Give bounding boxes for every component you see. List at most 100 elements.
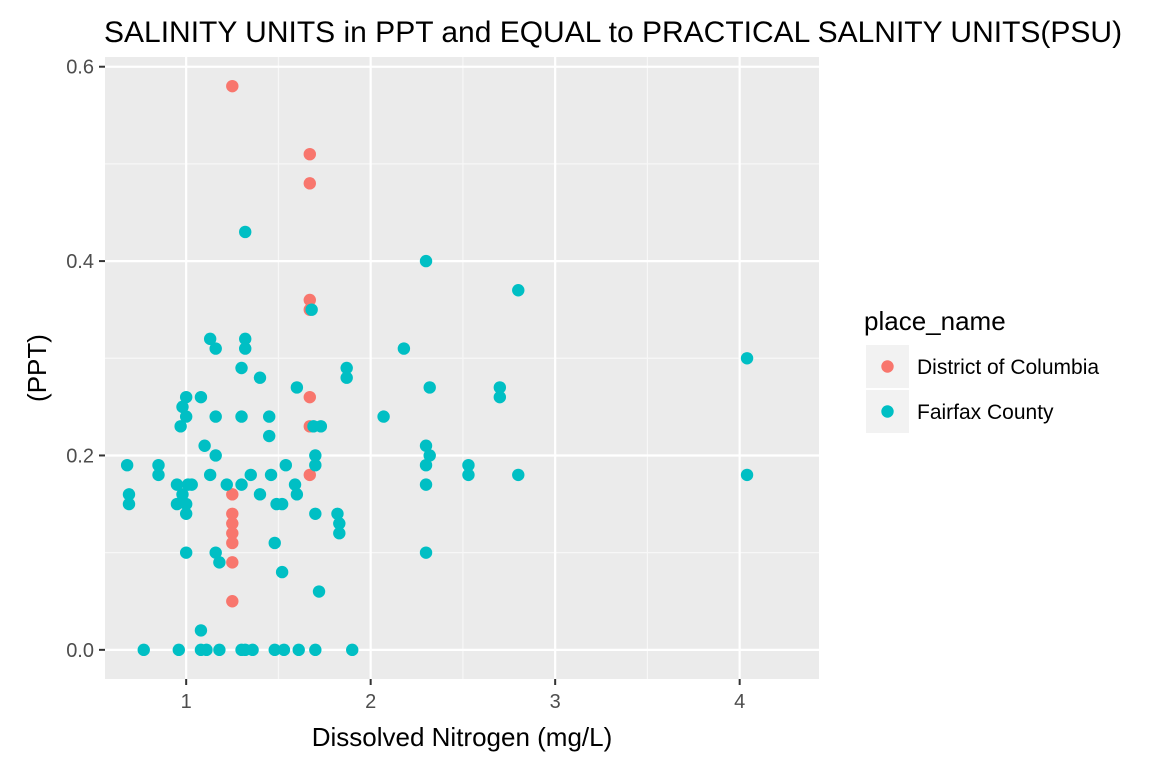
data-point bbox=[120, 458, 134, 472]
y-tick-label: 0.4 bbox=[66, 251, 94, 273]
data-point bbox=[203, 468, 217, 482]
data-points bbox=[120, 79, 754, 657]
data-point bbox=[174, 420, 187, 433]
legend-items: District of Columbia Fairfax County bbox=[866, 345, 1099, 433]
y-axis-title: (PPT) bbox=[22, 334, 52, 402]
legend-marker bbox=[881, 405, 894, 418]
data-point bbox=[179, 507, 193, 520]
data-point bbox=[194, 390, 208, 404]
data-point bbox=[170, 497, 184, 511]
data-point bbox=[462, 458, 475, 472]
data-point bbox=[279, 458, 293, 472]
data-point bbox=[290, 488, 304, 501]
data-point bbox=[288, 478, 302, 491]
legend-marker bbox=[881, 360, 894, 373]
data-point bbox=[264, 468, 278, 482]
data-point bbox=[122, 488, 136, 501]
data-point bbox=[122, 497, 136, 511]
data-point bbox=[226, 527, 239, 540]
data-point bbox=[235, 410, 248, 423]
data-point bbox=[303, 390, 316, 404]
y-tick-label: 0.0 bbox=[66, 640, 94, 662]
data-point bbox=[419, 546, 433, 559]
data-point bbox=[226, 79, 239, 93]
data-point bbox=[263, 410, 276, 423]
data-point bbox=[253, 371, 267, 384]
data-point bbox=[512, 468, 525, 482]
data-point bbox=[419, 478, 433, 491]
legend-label: District of Columbia bbox=[917, 356, 1099, 379]
data-point bbox=[170, 478, 184, 491]
data-point bbox=[419, 439, 433, 452]
data-point bbox=[137, 643, 150, 657]
data-point bbox=[200, 643, 213, 657]
data-point bbox=[226, 556, 239, 569]
data-point bbox=[303, 147, 316, 161]
data-point bbox=[423, 381, 436, 394]
x-tick-label: 4 bbox=[734, 691, 745, 713]
data-point bbox=[333, 517, 346, 530]
data-point bbox=[239, 225, 252, 239]
data-point bbox=[213, 556, 226, 569]
x-tick-label: 3 bbox=[550, 691, 561, 713]
data-point bbox=[203, 332, 217, 346]
x-axis-title: Dissolved Nitrogen (mg/L) bbox=[312, 722, 613, 752]
data-point bbox=[220, 478, 233, 491]
data-point bbox=[226, 507, 239, 520]
data-point bbox=[740, 468, 754, 482]
data-point bbox=[179, 390, 193, 404]
data-point bbox=[419, 254, 433, 268]
data-point bbox=[397, 342, 411, 355]
data-point bbox=[263, 429, 276, 443]
data-point bbox=[303, 293, 316, 307]
data-point bbox=[346, 643, 359, 657]
data-point bbox=[179, 410, 193, 423]
data-point bbox=[209, 410, 222, 423]
data-point bbox=[172, 643, 185, 657]
data-point bbox=[253, 488, 267, 501]
data-point bbox=[198, 439, 211, 452]
data-point bbox=[377, 410, 390, 423]
data-point bbox=[493, 390, 507, 404]
y-tick-label: 0.2 bbox=[66, 445, 94, 467]
data-point bbox=[152, 458, 165, 472]
data-point bbox=[239, 342, 252, 355]
data-point bbox=[275, 497, 289, 511]
y-tick-label: 0.6 bbox=[66, 57, 94, 79]
data-point bbox=[268, 643, 281, 657]
data-point bbox=[239, 332, 252, 346]
data-point bbox=[462, 468, 475, 482]
chart-title: SALINITY UNITS in PPT and EQUAL to PRACT… bbox=[104, 16, 1122, 49]
data-point bbox=[246, 643, 259, 657]
data-point bbox=[226, 488, 239, 501]
data-point bbox=[209, 546, 222, 559]
data-point bbox=[244, 468, 257, 482]
data-point bbox=[303, 177, 316, 190]
data-point bbox=[314, 420, 328, 433]
data-point bbox=[268, 536, 281, 550]
legend: place_name District of Columbia Fairfax C… bbox=[864, 306, 1099, 433]
data-point bbox=[213, 643, 226, 657]
data-point bbox=[226, 536, 239, 550]
data-point bbox=[419, 458, 433, 472]
data-point bbox=[194, 624, 208, 637]
data-point bbox=[340, 361, 353, 375]
plot-panel bbox=[105, 57, 819, 679]
x-tick-label: 2 bbox=[365, 691, 376, 713]
data-point bbox=[185, 478, 198, 491]
data-point bbox=[512, 284, 525, 297]
data-point bbox=[209, 449, 222, 462]
data-point bbox=[179, 546, 193, 559]
legend-label: Fairfax County bbox=[917, 401, 1054, 424]
data-point bbox=[493, 381, 507, 394]
data-point bbox=[303, 468, 316, 482]
data-point bbox=[235, 361, 248, 375]
data-point bbox=[309, 643, 322, 657]
data-point bbox=[179, 497, 193, 511]
data-point bbox=[235, 478, 248, 491]
data-point bbox=[292, 643, 305, 657]
data-point bbox=[309, 449, 322, 462]
data-point bbox=[333, 527, 346, 540]
y-axis-ticks: 0.0 0.2 0.4 0.6 bbox=[66, 57, 105, 662]
